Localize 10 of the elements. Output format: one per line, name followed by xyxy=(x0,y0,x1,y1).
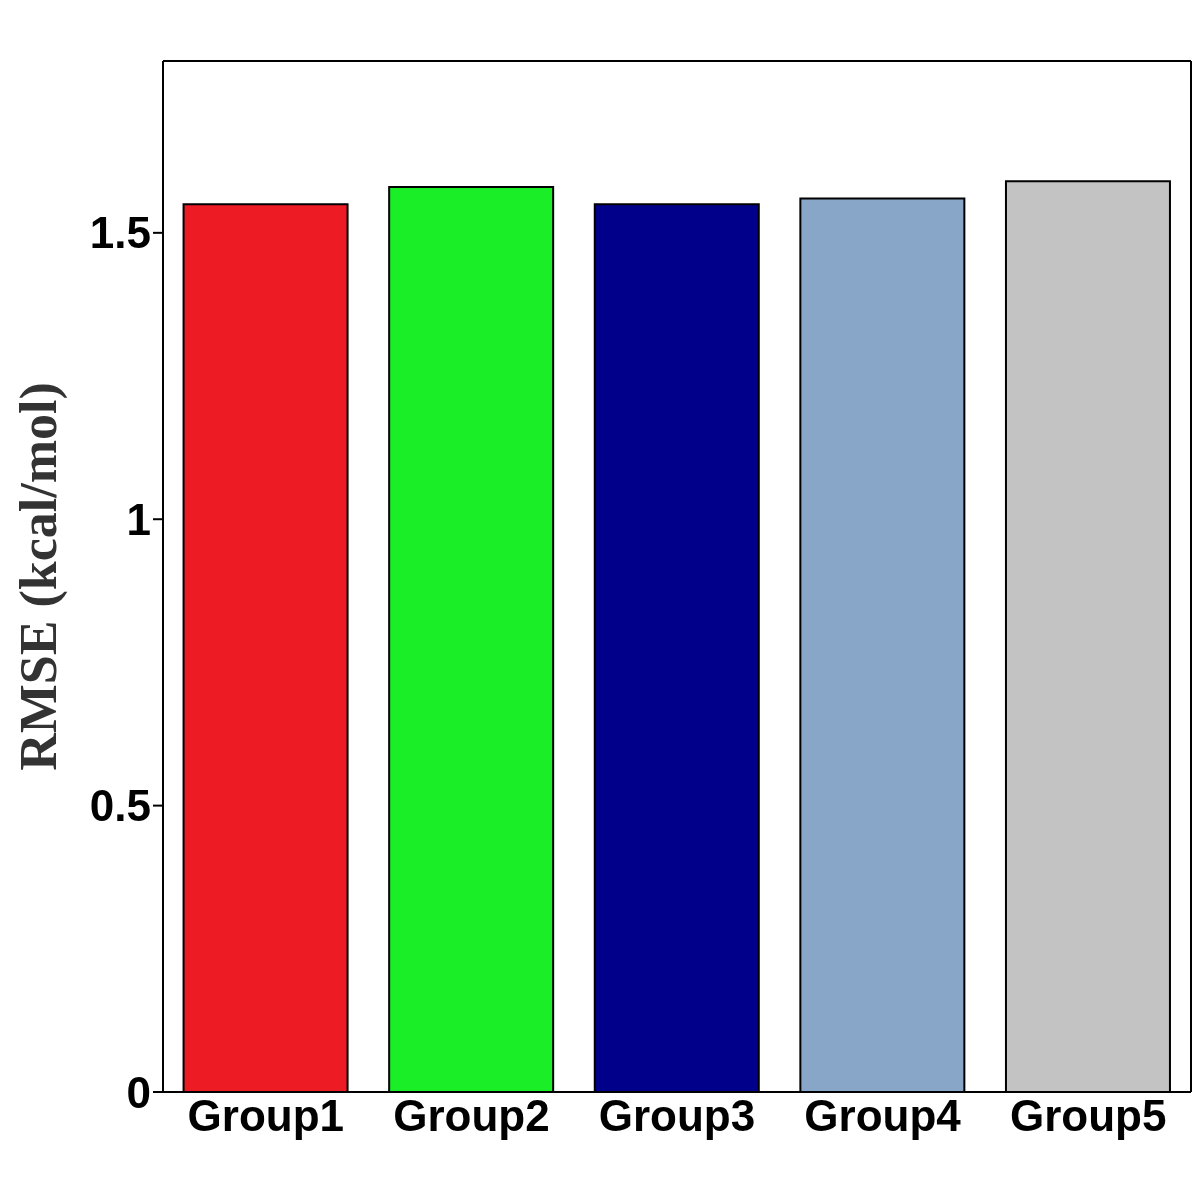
x-tick-label: Group2 xyxy=(393,1091,550,1141)
y-tick-label: 1.5 xyxy=(89,208,151,258)
y-tick-label: 0 xyxy=(126,1067,151,1117)
x-tick-label: Group5 xyxy=(1009,1091,1167,1141)
x-tick-label: Group3 xyxy=(598,1091,756,1141)
y-tick-label: 0.5 xyxy=(89,781,151,831)
y-tick-label: 1 xyxy=(126,494,151,544)
x-tick-label: Group1 xyxy=(187,1091,345,1141)
y-axis-title: RMSE (kcal/mol) xyxy=(10,382,69,771)
x-tick-label: Group4 xyxy=(804,1091,962,1141)
